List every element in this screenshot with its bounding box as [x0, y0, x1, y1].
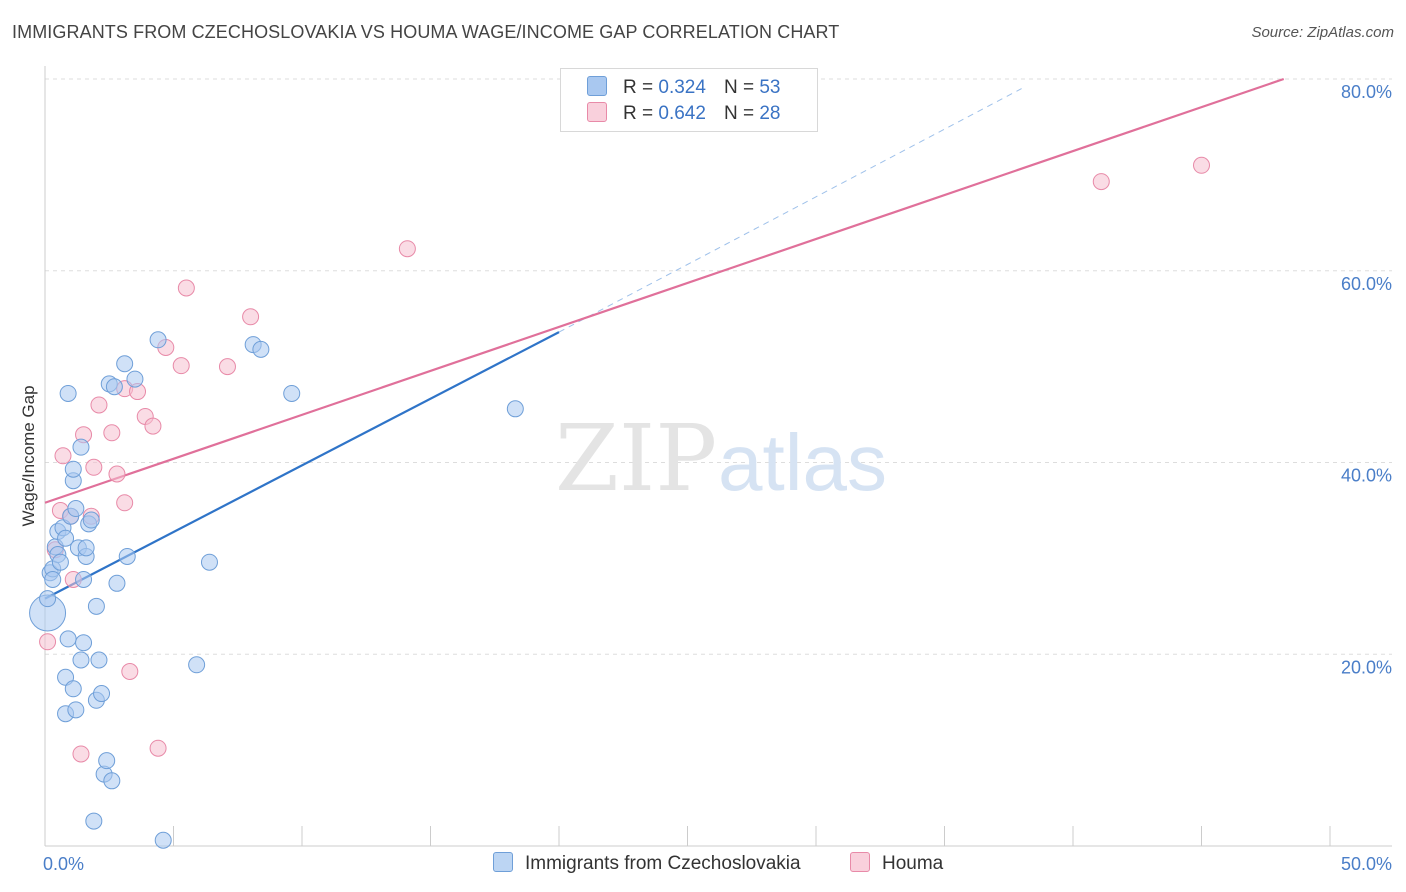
point-czechoslovakia — [90, 651, 108, 669]
point-czechoslovakia — [85, 812, 103, 830]
point-czechoslovakia — [103, 772, 121, 790]
point-czechoslovakia — [75, 570, 93, 588]
point-czechoslovakia — [51, 553, 69, 571]
point-houma — [108, 465, 126, 483]
bottom-legend-label: Houma — [882, 853, 944, 874]
chart-title: IMMIGRANTS FROM CZECHOSLOVAKIA VS HOUMA … — [12, 22, 840, 42]
trend-line-houma — [44, 77, 1285, 504]
legend-row-czechoslovakia: R = 0.324 N = 53 — [587, 76, 780, 102]
point-czechoslovakia — [200, 553, 218, 571]
watermark-atlas: atlas — [718, 418, 887, 507]
bottom-legend-swatch-pink — [850, 852, 870, 872]
point-houma — [121, 663, 139, 681]
point-czechoslovakia — [64, 680, 82, 698]
watermark-zip: ZIP — [555, 405, 717, 512]
point-houma — [85, 458, 103, 476]
tick-labels: 20.0% 40.0% 60.0% 80.0% 0.0% 50.0% — [43, 82, 1392, 874]
legend-swatch-blue — [587, 76, 607, 96]
point-czechoslovakia — [98, 752, 116, 770]
point-czechoslovakia — [506, 400, 524, 418]
point-houma — [172, 357, 190, 375]
point-czechoslovakia — [39, 590, 57, 608]
point-czechoslovakia — [75, 634, 93, 652]
legend-n-value: 53 — [759, 77, 781, 98]
point-czechoslovakia — [82, 511, 100, 529]
point-czechoslovakia — [87, 597, 105, 615]
y-tick-label: 40.0% — [1341, 466, 1392, 486]
source-label: Source: ZipAtlas.com — [1251, 24, 1394, 41]
point-czechoslovakia — [252, 340, 270, 358]
legend-r-label: R = — [623, 77, 654, 98]
point-czechoslovakia — [59, 630, 77, 648]
point-czechoslovakia — [126, 370, 144, 388]
point-czechoslovakia — [105, 378, 123, 396]
point-houma — [39, 633, 57, 651]
point-czechoslovakia — [108, 574, 126, 592]
legend-r-label: R = — [623, 103, 654, 124]
legend-row-houma: R = 0.642 N = 28 — [587, 102, 780, 128]
point-czechoslovakia — [283, 384, 301, 402]
point-houma — [116, 494, 134, 512]
gridlines — [45, 78, 1392, 655]
point-houma — [144, 417, 162, 435]
y-tick-label: 80.0% — [1341, 82, 1392, 102]
y-tick-label: 20.0% — [1341, 657, 1392, 677]
point-czechoslovakia — [67, 701, 85, 719]
point-houma — [149, 739, 167, 757]
bottom-legend-czechoslovakia: Immigrants from Czechoslovakia — [493, 852, 801, 875]
point-czechoslovakia — [118, 547, 136, 565]
point-czechoslovakia — [72, 438, 90, 456]
point-czechoslovakia — [57, 529, 75, 547]
point-czechoslovakia — [149, 331, 167, 349]
point-czechoslovakia — [116, 355, 134, 373]
point-houma — [398, 240, 416, 258]
y-tick-label: 60.0% — [1341, 274, 1392, 294]
point-houma — [1193, 156, 1210, 174]
x-tick-label: 0.0% — [43, 854, 84, 874]
legend-n-label: N = — [723, 103, 755, 124]
legend-n-value: 28 — [759, 103, 781, 124]
bottom-legend-houma: Houma — [850, 852, 943, 875]
data-points — [29, 156, 1210, 849]
point-czechoslovakia — [67, 500, 85, 518]
watermark: ZIP atlas — [555, 405, 887, 512]
legend-r-value: 0.324 — [658, 77, 706, 98]
point-czechoslovakia — [72, 651, 90, 669]
bottom-legend-swatch-blue — [493, 852, 513, 872]
legend-n-label: N = — [723, 77, 755, 98]
point-czechoslovakia — [77, 539, 95, 557]
point-houma — [103, 424, 121, 442]
point-houma — [90, 396, 108, 414]
point-houma — [72, 745, 90, 763]
point-houma — [54, 447, 72, 465]
bottom-legend-label: Immigrants from Czechoslovakia — [525, 853, 801, 874]
point-czechoslovakia — [188, 656, 206, 674]
point-czechoslovakia — [59, 384, 77, 402]
correlation-legend: R = 0.324 N = 53 R = 0.642 N = 28 — [560, 68, 818, 132]
axes — [44, 66, 1392, 847]
point-czechoslovakia — [154, 831, 172, 849]
point-houma — [242, 308, 260, 326]
point-houma — [218, 358, 236, 376]
legend-swatch-pink — [587, 102, 607, 122]
point-houma — [177, 279, 195, 297]
trend-lines — [44, 77, 1285, 600]
point-houma — [1092, 173, 1110, 191]
point-czechoslovakia — [44, 570, 62, 588]
x-tick-label: 50.0% — [1341, 854, 1392, 874]
y-axis-label: Wage/Income Gap — [19, 385, 38, 526]
point-czechoslovakia — [93, 685, 111, 703]
legend-r-value: 0.642 — [658, 103, 706, 124]
point-czechoslovakia — [64, 460, 82, 478]
